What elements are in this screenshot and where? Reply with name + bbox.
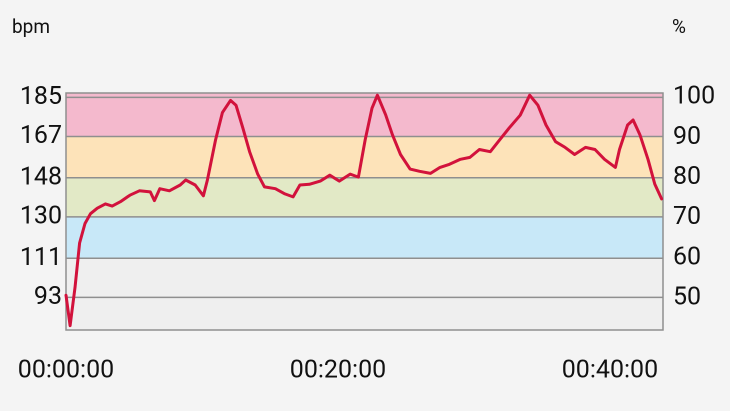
y-tick-label: 111 <box>20 243 62 272</box>
x-tick-label: 00:40:00 <box>562 356 658 385</box>
y2-axis-label: % <box>672 15 686 38</box>
y2-tick-label: 70 <box>673 202 701 231</box>
y-tick-label: 167 <box>20 121 62 150</box>
y2-tick-label: 90 <box>673 122 701 151</box>
y2-tick-label: 80 <box>673 162 701 191</box>
y-axis-label: bpm <box>12 15 50 38</box>
y2-tick-label: 100 <box>673 82 715 111</box>
plot-border <box>65 92 664 331</box>
y-tick-label: 148 <box>20 162 62 191</box>
zone-band <box>66 93 663 137</box>
y2-tick-label: 50 <box>673 282 701 311</box>
y-tick-label: 130 <box>20 202 62 231</box>
zone-band <box>66 177 663 217</box>
zone-band <box>66 216 663 259</box>
x-tick-label: 00:00:00 <box>18 356 114 385</box>
y2-tick-label: 60 <box>673 242 701 271</box>
x-tick-label: 00:20:00 <box>290 356 386 385</box>
y-tick-label: 93 <box>34 282 62 311</box>
y-tick-label: 185 <box>20 82 62 111</box>
heart-rate-line <box>64 93 664 328</box>
